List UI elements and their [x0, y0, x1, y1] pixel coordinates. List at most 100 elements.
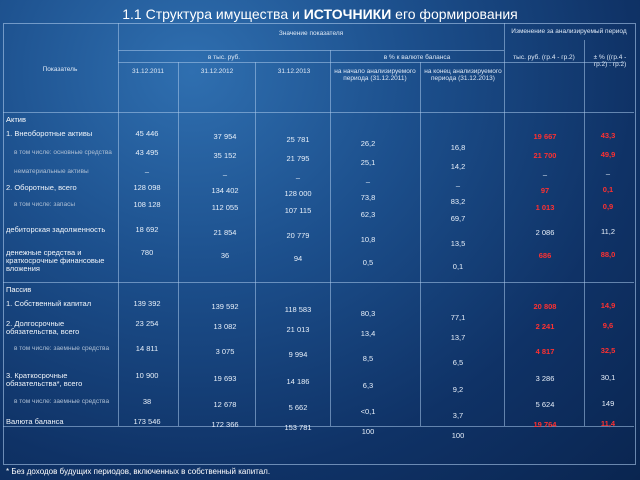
assets-row-label: нематериальные активы: [14, 168, 89, 175]
header-col-2013: 31.12.2013: [277, 68, 311, 75]
assets-cell: –: [455, 181, 461, 190]
liabilities-row-label: Валюта баланса: [6, 417, 64, 426]
assets-cell: 1 013: [535, 203, 555, 212]
liabilities-cell: 100: [361, 427, 375, 436]
grid-line: [504, 23, 505, 426]
assets-cell: –: [605, 169, 611, 178]
assets-cell: 94: [293, 254, 303, 263]
liabilities-cell: 13 082: [213, 322, 237, 331]
assets-cell: 83,2: [450, 197, 466, 206]
grid-line: [255, 62, 256, 426]
liabilities-row-label: в том числе: заемные средства: [14, 345, 110, 352]
assets-cell: 128 000: [284, 189, 312, 198]
grid-line: [3, 112, 634, 113]
footnote: * Без доходов будущих периодов, включенн…: [6, 467, 271, 476]
assets-cell: 62,3: [360, 210, 376, 219]
liabilities-cell: 100: [451, 431, 465, 440]
header-col-2011: 31.12.2011: [131, 68, 165, 75]
header-col-2012: 31.12.2012: [200, 68, 234, 75]
assets-cell: 14,2: [450, 162, 466, 171]
assets-row-label: в том числе: запасы: [14, 201, 75, 208]
section-liabilities: Пассив: [6, 285, 32, 294]
assets-cell: 128 098: [133, 183, 161, 192]
liabilities-cell: 139 592: [211, 302, 239, 311]
assets-cell: 21 700: [533, 151, 557, 160]
liabilities-cell: 173 546: [133, 417, 161, 426]
liabilities-cell: 10 900: [135, 371, 159, 380]
grid-line: [118, 62, 623, 63]
assets-cell: 0,1: [602, 185, 614, 194]
liabilities-cell: 3,7: [452, 411, 464, 420]
liabilities-cell: 21 013: [286, 325, 310, 334]
liabilities-cell: 13,4: [360, 329, 376, 338]
assets-cell: –: [144, 167, 150, 176]
assets-cell: 37 954: [213, 132, 237, 141]
liabilities-cell: 19 764: [533, 420, 557, 429]
liabilities-row-label: 1. Собственный капитал: [6, 299, 92, 308]
assets-cell: –: [365, 177, 371, 186]
liabilities-cell: 13,7: [450, 333, 466, 342]
liabilities-cell: 3 286: [535, 374, 555, 383]
assets-cell: 134 402: [211, 186, 239, 195]
assets-cell: 0,1: [452, 262, 464, 271]
liabilities-cell: 9 994: [288, 350, 308, 359]
liabilities-cell: 23 254: [135, 319, 159, 328]
assets-cell: 25 781: [286, 135, 310, 144]
header-thousand-rub: в тыс. руб.: [207, 54, 241, 61]
assets-cell: 49,9: [600, 150, 616, 159]
header-col-change-pct: ± % ((гр.4 - гр.2) : гр.2): [593, 54, 627, 68]
header-values-group: Значение показателя: [278, 30, 344, 37]
liabilities-cell: 19 693: [213, 374, 237, 383]
grid-line: [420, 62, 421, 426]
assets-cell: 43,3: [600, 131, 616, 140]
liabilities-cell: 6,5: [452, 358, 464, 367]
assets-cell: 0,5: [362, 258, 374, 267]
table-frame: [3, 23, 636, 465]
grid-line: [330, 50, 331, 426]
liabilities-cell: 118 583: [284, 305, 312, 314]
slide-title: 1.1 Структура имущества и ИСТОЧНИКИ его …: [122, 6, 518, 22]
assets-cell: 69,7: [450, 214, 466, 223]
assets-cell: 16,8: [450, 143, 466, 152]
assets-cell: 10,8: [360, 235, 376, 244]
grid-line: [118, 50, 504, 51]
assets-row-label: денежные средства и краткосрочные финанс…: [6, 248, 105, 273]
assets-cell: –: [542, 170, 548, 179]
grid-line: [584, 40, 585, 426]
section-assets: Актив: [6, 115, 26, 124]
liabilities-cell: 3 075: [215, 347, 235, 356]
assets-cell: 20 779: [286, 231, 310, 240]
liabilities-row-label: 3. Краткосрочные обязательства*, всего: [6, 371, 83, 388]
grid-line: [3, 426, 634, 427]
assets-cell: –: [222, 170, 228, 179]
assets-cell: 97: [540, 186, 550, 195]
liabilities-row-label: 2. Долгосрочные обязательства, всего: [6, 319, 80, 336]
assets-row-label: в том числе: основные средства: [14, 149, 112, 156]
liabilities-cell: 149: [601, 399, 615, 408]
liabilities-cell: 172 366: [211, 420, 239, 429]
liabilities-cell: 77,1: [450, 313, 466, 322]
assets-cell: 11,2: [600, 227, 616, 236]
liabilities-cell: 9,6: [602, 321, 614, 330]
liabilities-cell: 5 662: [288, 403, 308, 412]
liabilities-row-label: в том числе: заемные средства: [14, 398, 110, 405]
assets-cell: 686: [538, 251, 552, 260]
assets-cell: 45 446: [135, 129, 159, 138]
assets-cell: 35 152: [213, 151, 237, 160]
assets-cell: 13,5: [450, 239, 466, 248]
liabilities-cell: 6,3: [362, 381, 374, 390]
assets-cell: 108 128: [133, 200, 161, 209]
assets-cell: 780: [140, 248, 154, 257]
assets-cell: 18 692: [135, 225, 159, 234]
liabilities-cell: 30,1: [600, 373, 616, 382]
liabilities-cell: 8,5: [362, 354, 374, 363]
assets-cell: 2 086: [535, 228, 555, 237]
assets-cell: 36: [220, 251, 230, 260]
assets-cell: 19 667: [533, 132, 557, 141]
assets-row-label: дебиторская задолженность: [6, 225, 106, 234]
header-pct-balance: в % к валюте баланса: [383, 54, 451, 61]
liabilities-cell: 5 624: [535, 400, 555, 409]
liabilities-cell: 9,2: [452, 385, 464, 394]
header-indicator: Показатель: [42, 66, 78, 73]
header-col-change-rub: тыс. руб. (гр.4 - гр.2): [513, 54, 575, 61]
